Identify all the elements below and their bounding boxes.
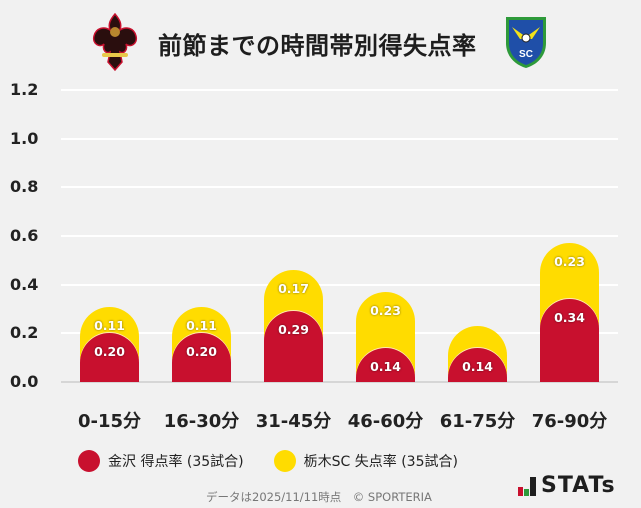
bar-segment-home — [80, 333, 139, 382]
legend-item-away: 栃木SC 失点率 (35試合) — [273, 450, 458, 472]
y-axis-tick-label: 1.0 — [10, 128, 39, 148]
y-axis-tick-label: 0.8 — [10, 177, 39, 197]
chart-title: 前節までの時間帯別得失点率 — [158, 32, 477, 60]
bar-value-label-away: 0.23 — [370, 302, 401, 318]
bar-value-label-away: 0.11 — [186, 317, 217, 333]
legend-item-home: 金沢 得点率 (35試合) — [78, 450, 244, 472]
x-axis-tick-label: 46-60分 — [347, 411, 424, 432]
bar-value-label-home: 0.14 — [462, 358, 493, 374]
x-axis-baseline — [61, 381, 618, 383]
yellow-dot-icon — [273, 450, 296, 472]
bar-value-label-home: 0.29 — [278, 322, 309, 338]
y-axis-tick-label: 0.6 — [10, 225, 39, 245]
bar-value-label-home: 0.20 — [94, 344, 125, 360]
gridline — [61, 88, 618, 91]
bar-value-label-home: 0.14 — [370, 358, 401, 374]
chart-legend: 金沢 得点率 (35試合) 栃木SC 失点率 (35試合) — [78, 450, 488, 472]
bar-value-label-away: 0.23 — [554, 254, 585, 270]
x-axis-tick-label: 0-15分 — [77, 411, 142, 432]
x-axis-tick-label: 31-45分 — [255, 411, 332, 432]
stats-brand-logo: STATs — [518, 473, 616, 498]
bar-segment-home — [172, 333, 231, 382]
x-axis-tick-label: 16-30分 — [163, 411, 240, 432]
gridline — [61, 234, 618, 237]
kanazawa-crest-icon — [92, 12, 138, 72]
gridline — [61, 186, 618, 189]
legend-label-home: 金沢 得点率 (35試合) — [108, 454, 244, 470]
bar-value-label-home: 0.34 — [554, 310, 585, 326]
bar-value-label-away: 0.11 — [94, 317, 125, 333]
gridline — [61, 137, 618, 140]
bar-segment-home — [540, 299, 599, 382]
chart-plot-area: 0.0 0.2 0.4 0.6 0.8 1.0 1.2 0.11 0.20 0.11 0.20 0.1… — [10, 79, 618, 391]
y-axis-tick-label: 0.4 — [10, 274, 39, 294]
y-axis-tick-label: 0.2 — [10, 323, 39, 343]
red-dot-icon — [78, 450, 100, 472]
x-axis-tick-label: 76-90分 — [531, 411, 608, 432]
y-axis-tick-label: 0.0 — [10, 372, 39, 391]
chart-header: 前節までの時間帯別得失点率 SC — [0, 0, 641, 80]
x-axis-tick-label: 61-75分 — [439, 411, 516, 432]
svg-text:SC: SC — [519, 49, 533, 60]
bar-value-label-away: 0.17 — [278, 280, 309, 296]
stats-brand-text: STATs — [541, 473, 616, 498]
bar-value-label-home: 0.20 — [186, 344, 217, 360]
stats-bars-icon — [518, 476, 537, 496]
tochigi-sc-crest-icon: SC — [506, 17, 546, 68]
gridline — [61, 283, 618, 286]
bar-segment-home — [264, 311, 323, 382]
legend-label-away: 栃木SC 失点率 (35試合) — [303, 454, 458, 470]
data-source-note: データは2025/11/11時点 © SPORTERIA — [206, 490, 432, 504]
gridline — [61, 332, 618, 335]
y-axis-tick-label: 1.2 — [10, 79, 39, 99]
